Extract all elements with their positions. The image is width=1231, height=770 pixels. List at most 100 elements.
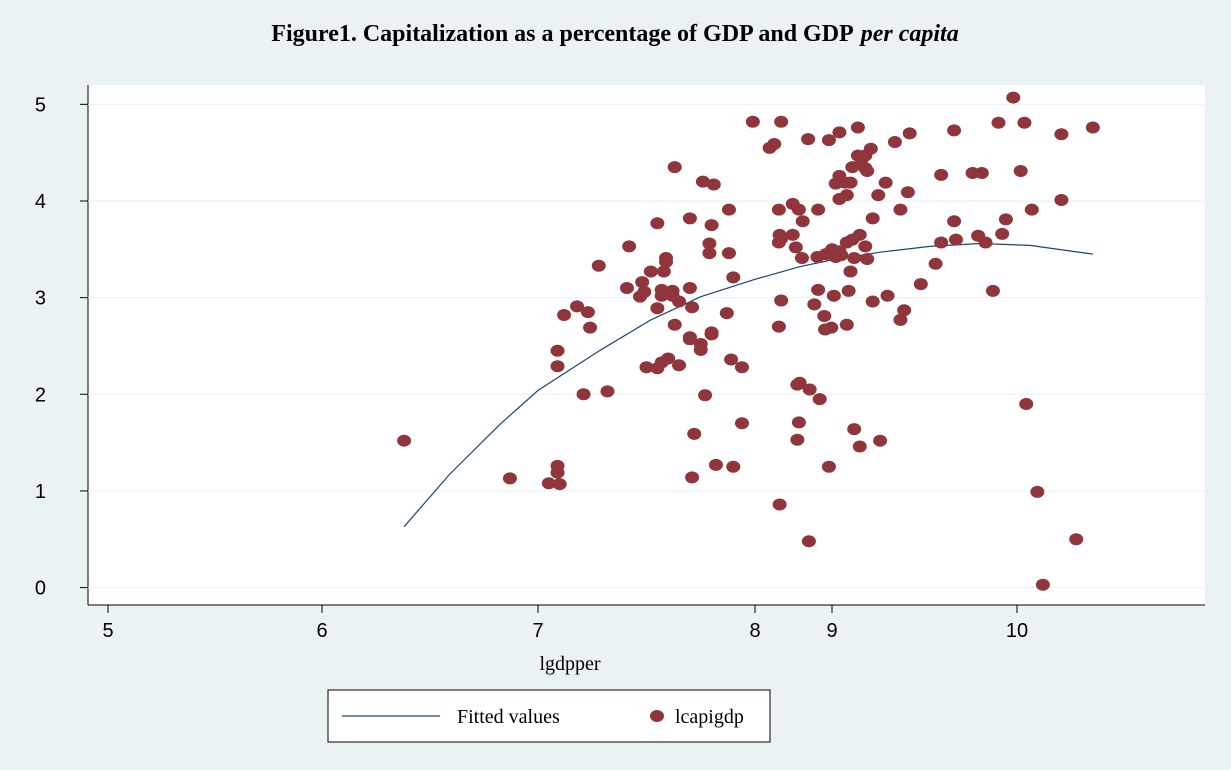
scatter-point bbox=[817, 310, 832, 323]
scatter-point bbox=[794, 252, 809, 265]
scatter-point bbox=[721, 203, 736, 216]
scatter-point bbox=[821, 134, 836, 147]
scatter-point bbox=[687, 427, 702, 440]
scatter-point bbox=[995, 227, 1010, 240]
x-tick-label: 6 bbox=[316, 620, 327, 642]
scatter-point bbox=[824, 321, 839, 334]
scatter-point bbox=[702, 247, 717, 260]
scatter-point bbox=[570, 300, 585, 313]
scatter-point bbox=[771, 203, 786, 216]
scatter-point bbox=[661, 352, 676, 365]
scatter-point bbox=[811, 203, 826, 216]
scatter-point bbox=[550, 466, 565, 479]
scatter-point bbox=[860, 252, 875, 265]
scatter-point bbox=[801, 535, 816, 548]
y-tick-label: 1 bbox=[35, 481, 46, 503]
scatter-point bbox=[734, 417, 749, 430]
chart-title: Figure1. Capitalization as a percentage … bbox=[271, 21, 958, 47]
legend-label: lcapigdp bbox=[675, 706, 744, 728]
legend-marker bbox=[650, 710, 664, 722]
scatter-point bbox=[893, 203, 908, 216]
scatter-point bbox=[745, 115, 760, 128]
scatter-point bbox=[1054, 128, 1069, 141]
scatter-point bbox=[1017, 116, 1032, 129]
scatter-point bbox=[788, 241, 803, 254]
scatter-point bbox=[865, 295, 880, 308]
scatter-point bbox=[576, 388, 591, 401]
scatter-point bbox=[880, 289, 895, 302]
title-main: Figure1. Capitalization as a percentage … bbox=[271, 21, 853, 47]
scatter-point bbox=[704, 328, 719, 341]
scatter-point bbox=[726, 460, 741, 473]
scatter-point bbox=[552, 478, 567, 491]
scatter-point bbox=[659, 252, 674, 265]
scatter-point bbox=[774, 115, 789, 128]
scatter-point bbox=[600, 385, 615, 398]
scatter-point bbox=[693, 343, 708, 356]
plot-layer: 0 1 2 3 4 5 5 6 7 8 9 10 Fitted values lcapigdp bbox=[35, 85, 1205, 728]
scatter-point bbox=[682, 212, 697, 225]
scatter-point bbox=[708, 458, 723, 471]
y-tick-label: 3 bbox=[35, 288, 46, 310]
scatter-point bbox=[654, 289, 669, 302]
scatter-point bbox=[667, 161, 682, 174]
y-tick-label: 4 bbox=[35, 191, 46, 213]
x-axis-label: lgdpper bbox=[539, 653, 600, 675]
y-tick-label: 5 bbox=[35, 94, 46, 116]
scatter-point bbox=[650, 362, 665, 375]
scatter-point bbox=[847, 252, 862, 265]
scatter-point bbox=[902, 127, 917, 140]
scatter-point bbox=[622, 240, 637, 253]
scatter-point bbox=[639, 361, 654, 374]
scatter-point bbox=[583, 321, 598, 334]
scatter-point bbox=[852, 440, 867, 453]
scatter-point bbox=[802, 383, 817, 396]
scatter-point bbox=[502, 472, 517, 485]
scatter-point bbox=[801, 133, 816, 146]
scatter-point bbox=[978, 236, 993, 249]
scatter-point bbox=[1024, 203, 1039, 216]
scatter-point bbox=[850, 121, 865, 134]
scatter-point bbox=[1019, 397, 1034, 410]
scatter-point bbox=[991, 116, 1006, 129]
scatter-point bbox=[643, 265, 658, 278]
scatter-point bbox=[792, 376, 807, 389]
scatter-point bbox=[1013, 165, 1028, 178]
scatter-point bbox=[947, 215, 962, 228]
scatter-point bbox=[947, 124, 962, 137]
scatter-point bbox=[719, 307, 734, 320]
scatter-point bbox=[1006, 91, 1021, 104]
scatter-point bbox=[685, 471, 700, 484]
scatter-point bbox=[785, 228, 800, 241]
scatter-point bbox=[656, 265, 671, 278]
scatter-point bbox=[591, 259, 606, 272]
scatter-point bbox=[698, 389, 713, 402]
scatter-point bbox=[682, 281, 697, 294]
scatter-point bbox=[871, 189, 886, 202]
scatter-point bbox=[1035, 578, 1050, 591]
scatter-point bbox=[878, 176, 893, 189]
scatter-point bbox=[865, 212, 880, 225]
x-tick-label: 5 bbox=[102, 620, 113, 642]
x-tick-label: 8 bbox=[749, 620, 760, 642]
scatter-point bbox=[860, 165, 875, 178]
scatter-point bbox=[893, 313, 908, 326]
scatter-point bbox=[832, 126, 847, 139]
scatter-point bbox=[650, 302, 665, 315]
scatter-point bbox=[1085, 121, 1100, 134]
scatter-point bbox=[541, 477, 556, 490]
scatter-point bbox=[998, 213, 1013, 226]
scatter-point bbox=[619, 281, 634, 294]
scatter-point bbox=[721, 247, 736, 260]
scatter-point bbox=[771, 320, 786, 333]
scatter-point bbox=[821, 460, 836, 473]
scatter-point bbox=[843, 176, 858, 189]
scatter-point bbox=[934, 168, 949, 181]
scatter-point bbox=[843, 265, 858, 278]
scatter-point bbox=[672, 295, 687, 308]
fitted-line bbox=[403, 242, 1093, 528]
scatter-point bbox=[734, 361, 749, 374]
scatter-point bbox=[834, 249, 849, 262]
y-tick-label: 0 bbox=[35, 578, 46, 600]
